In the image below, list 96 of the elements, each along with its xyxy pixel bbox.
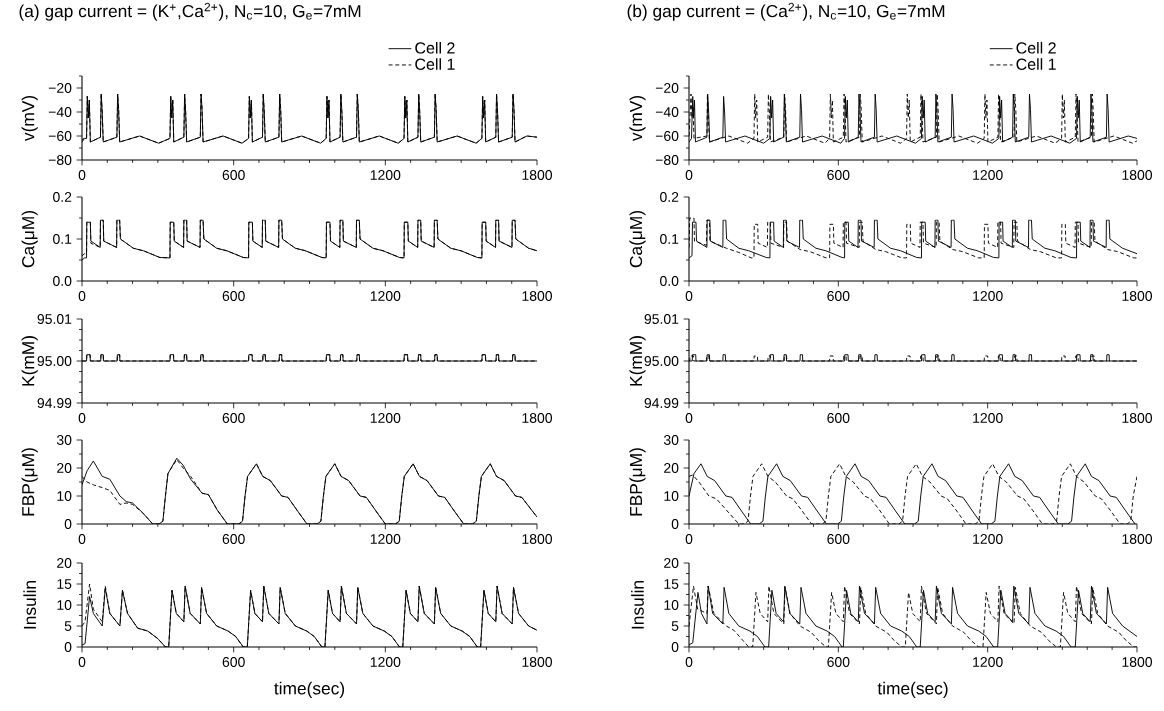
- y-tick-label: −40: [48, 107, 72, 117]
- x-tick-label: 600: [827, 413, 850, 423]
- x-tick-label: 1200: [370, 413, 401, 423]
- y-tick-label: 0: [64, 519, 72, 529]
- chart-title: (b) gap current = (Ca$^{2+}$), N$_{c}$=10, G$_{e}$=7mM: [627, 2, 945, 21]
- y-tick-label: −60: [655, 131, 679, 141]
- x-tick-label: 0: [78, 413, 86, 423]
- y-tick-label: 0: [671, 642, 679, 652]
- legend-label: Cell 2: [1016, 41, 1056, 54]
- y-tick-label: 5: [64, 621, 72, 631]
- y-tick-label: 20: [57, 558, 72, 568]
- y-tick-label: 0.0: [660, 276, 679, 286]
- y-tick-label: 20: [664, 558, 679, 568]
- y-tick-label: 10: [57, 600, 72, 610]
- y-tick-label: 0: [64, 642, 72, 652]
- x-tick-label: 1200: [370, 657, 401, 667]
- x-tick-label: 0: [685, 413, 693, 423]
- y-axis-title: Insulin: [631, 581, 644, 629]
- y-tick-label: 5: [671, 621, 679, 631]
- y-tick-label: −20: [48, 83, 72, 93]
- y-tick-label: 20: [664, 463, 679, 473]
- x-tick-label: 600: [222, 534, 245, 544]
- x-tick-label: 600: [827, 291, 850, 301]
- y-tick-label: 0.1: [660, 234, 679, 244]
- x-tick-label: 1800: [522, 413, 553, 423]
- x-tick-label: 1800: [1122, 657, 1153, 667]
- y-tick-label: −60: [48, 131, 72, 141]
- x-tick-label: 1800: [522, 291, 553, 301]
- x-tick-label: 1200: [973, 657, 1003, 667]
- y-tick-label: 30: [56, 435, 72, 445]
- x-tick-label: 0: [685, 170, 693, 180]
- chart-title: (a) gap current = (K$^{+}$,Ca$^{2+}$), N$_{c}$=10, G$_{e}$=7mM: [19, 2, 361, 21]
- y-tick-label: 94.99: [37, 398, 72, 408]
- x-tick-label: 600: [827, 534, 850, 544]
- y-tick-label: 10: [664, 600, 679, 610]
- x-tick-label: 0: [685, 657, 693, 667]
- y-tick-label: 0: [671, 519, 679, 529]
- y-tick-label: 95.01: [644, 314, 679, 324]
- x-tick-label: 600: [827, 657, 850, 667]
- legend-label: Cell 2: [415, 41, 455, 54]
- x-tick-label: 1800: [522, 534, 553, 544]
- x-tick-label: 600: [827, 170, 850, 180]
- x-tick-label: 1800: [522, 657, 553, 667]
- x-tick-label: 1800: [1122, 291, 1153, 301]
- x-tick-label: 1200: [370, 534, 401, 544]
- x-tick-label: 1200: [973, 413, 1003, 423]
- x-tick-label: 0: [78, 534, 86, 544]
- x-tick-label: 0: [685, 534, 693, 544]
- y-tick-label: 94.99: [644, 398, 679, 408]
- x-tick-label: 1800: [1122, 534, 1153, 544]
- y-tick-label: 0.0: [53, 276, 72, 286]
- y-tick-label: 10: [664, 491, 679, 501]
- x-tick-label: 600: [222, 413, 245, 423]
- x-tick-label: 0: [78, 657, 86, 667]
- x-tick-label: 1200: [973, 534, 1003, 544]
- x-tick-label: 0: [78, 170, 86, 180]
- x-tick-label: 1800: [522, 170, 553, 180]
- x-tick-label: 1800: [1122, 413, 1153, 423]
- y-tick-label: 0.1: [53, 234, 72, 244]
- y-axis-title: Insulin: [23, 581, 37, 629]
- y-tick-label: 30: [663, 435, 679, 445]
- y-axis-title: K(mM): [629, 336, 646, 386]
- y-tick-label: 20: [57, 463, 72, 473]
- y-tick-label: 0.2: [660, 192, 679, 202]
- x-tick-label: 0: [78, 291, 86, 301]
- y-tick-label: 10: [57, 491, 72, 501]
- y-tick-label: −20: [655, 83, 679, 93]
- x-tick-label: 600: [222, 291, 245, 301]
- y-tick-label: −40: [655, 107, 679, 117]
- y-tick-label: 15: [57, 579, 72, 589]
- y-tick-label: 0.2: [53, 192, 72, 202]
- y-axis-title: K(mM): [21, 336, 38, 386]
- y-axis-title: FBP(μM): [629, 448, 646, 516]
- y-axis-title: Ca(μM): [21, 211, 38, 268]
- x-tick-label: 1800: [1122, 170, 1153, 180]
- y-tick-label: 95.00: [644, 356, 679, 366]
- legend-label: Cell 1: [1016, 58, 1056, 70]
- y-tick-label: 15: [664, 579, 679, 589]
- y-axis-title: v(mV): [21, 95, 38, 142]
- y-tick-label: 95.01: [37, 314, 72, 324]
- x-tick-label: 1200: [370, 170, 401, 180]
- y-tick-label: 95.00: [37, 356, 72, 366]
- y-tick-label: −80: [48, 155, 72, 165]
- x-tick-label: 1200: [370, 291, 401, 301]
- y-tick-label: −80: [655, 155, 679, 165]
- x-axis-title: time(sec): [274, 681, 345, 698]
- x-tick-label: 1200: [973, 170, 1003, 180]
- legend-label: Cell 1: [415, 58, 455, 70]
- x-axis-title: time(sec): [877, 681, 948, 698]
- y-axis-title: FBP(μM): [21, 448, 38, 516]
- x-tick-label: 600: [222, 170, 245, 180]
- y-axis-title: v(mV): [629, 95, 646, 142]
- y-axis-title: Ca(μM): [629, 211, 646, 268]
- x-tick-label: 1200: [973, 291, 1003, 301]
- x-tick-label: 0: [685, 291, 693, 301]
- x-tick-label: 600: [222, 657, 245, 667]
